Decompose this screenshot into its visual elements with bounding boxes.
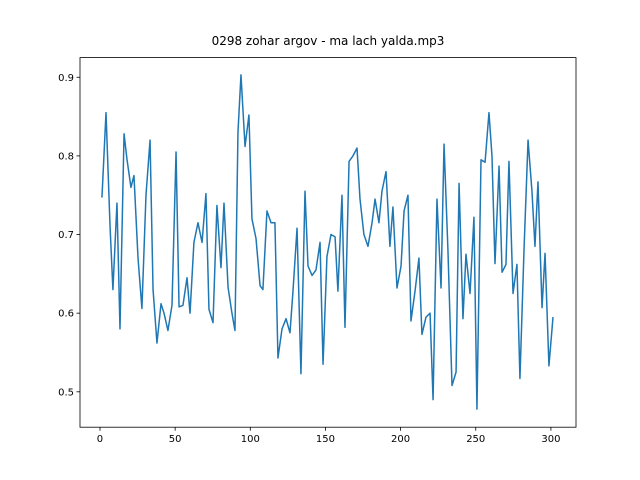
y-tick-label: 0.6 — [58, 309, 74, 320]
x-tick-label: 150 — [316, 434, 335, 445]
x-tick-label: 0 — [97, 434, 103, 445]
y-tick-label: 0.8 — [58, 151, 74, 162]
y-tick-label: 0.7 — [58, 230, 74, 241]
x-tick-label: 300 — [541, 434, 560, 445]
x-tick-label: 100 — [241, 434, 260, 445]
x-tick-label: 50 — [169, 434, 182, 445]
y-tick-label: 0.9 — [58, 73, 74, 84]
x-tick-label: 250 — [466, 434, 485, 445]
y-tick-label: 0.5 — [58, 387, 74, 398]
data-line — [101, 74, 554, 410]
chart-title: 0298 zohar argov - ma lach yalda.mp3 — [212, 34, 445, 48]
plot-frame — [79, 57, 577, 428]
x-tick-label: 200 — [391, 434, 410, 445]
